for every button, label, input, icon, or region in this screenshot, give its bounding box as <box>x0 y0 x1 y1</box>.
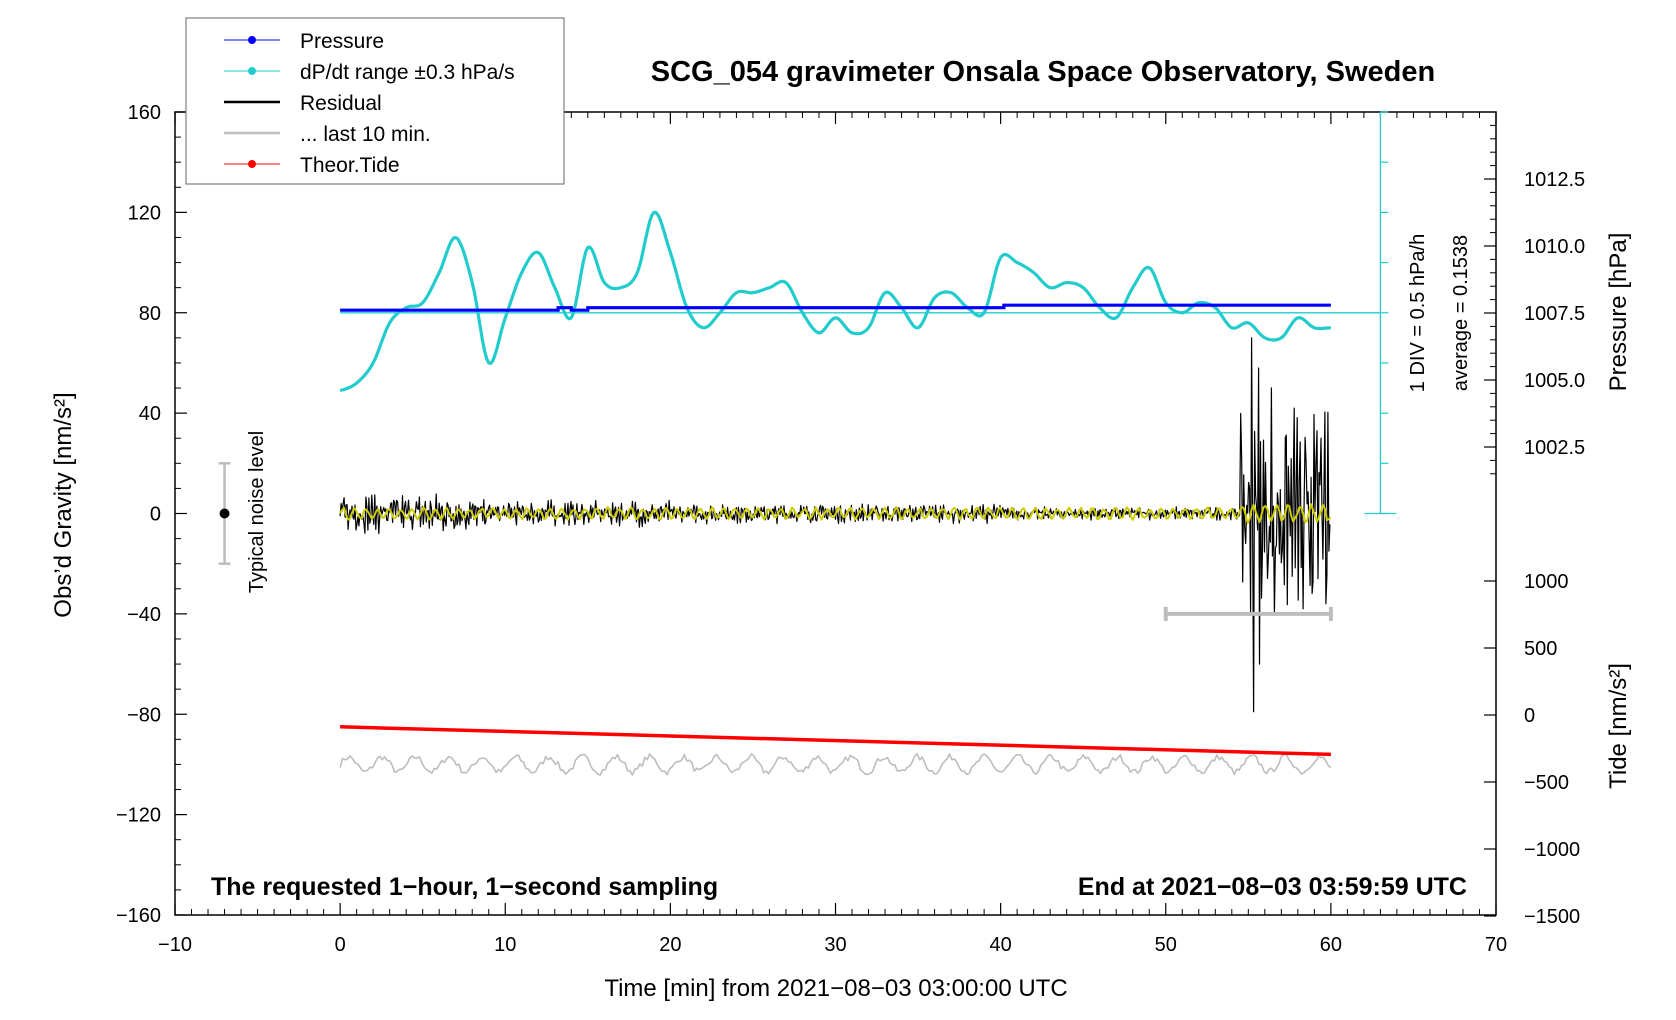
tide-tick-label: 500 <box>1524 638 1557 660</box>
legend-label-tide: Theor.Tide <box>300 154 400 177</box>
legend-item-pressure: Pressure <box>224 30 384 53</box>
y-tick-label: 120 <box>128 202 161 224</box>
pressure-tick-label: 1010.0 <box>1524 236 1585 258</box>
legend-label-last10: ... last 10 min. <box>300 123 431 146</box>
scale-label: 1 DIV = 0.5 hPa/h <box>1407 234 1429 392</box>
y-axis-label-left: Obs’d Gravity [nm/s²] <box>50 392 77 617</box>
x-tick-label: 40 <box>990 934 1012 956</box>
y-tick-label: −120 <box>116 805 161 827</box>
series-dpdt <box>339 210 1331 393</box>
tide-tick-label: −1500 <box>1524 906 1580 928</box>
x-tick-label: 50 <box>1155 934 1177 956</box>
chart-title: SCG_054 gravimeter Onsala Space Observat… <box>651 56 1435 88</box>
legend-marker-tide <box>248 160 256 168</box>
legend-label-pressure: Pressure <box>300 30 384 53</box>
average-label: average = 0.1538 <box>1450 235 1472 391</box>
annotations <box>218 111 1397 621</box>
x-tick-label: 10 <box>494 934 516 956</box>
tide-tick-label: −1000 <box>1524 839 1580 861</box>
legend-item-tide: Theor.Tide <box>224 154 400 177</box>
pressure-tick-label: 1012.5 <box>1524 169 1585 191</box>
legend-item-last10: ... last 10 min. <box>224 123 431 146</box>
x-tick-label: 30 <box>824 934 846 956</box>
legend-label-dpdt: dP/dt range ±0.3 hPa/s <box>300 61 515 84</box>
series-residual <box>339 337 1331 713</box>
footer-left: The requested 1−hour, 1−second sampling <box>211 873 718 901</box>
x-tick-label: 70 <box>1485 934 1507 956</box>
pressure-tick-label: 1007.5 <box>1524 303 1585 325</box>
legend: Pressure dP/dt range ±0.3 hPa/s Residual… <box>185 17 565 185</box>
y-tick-label: 40 <box>139 403 161 425</box>
y-tick-label: 80 <box>139 303 161 325</box>
x-axis-label: Time [min] from 2021−08−03 03:00:00 UTC <box>604 975 1067 1002</box>
y-axis-label-pressure: Pressure [hPa] <box>1605 233 1632 392</box>
series-last10 <box>339 753 1332 776</box>
y-tick-label: 0 <box>150 504 161 526</box>
series-pressure <box>340 303 1331 312</box>
tide-tick-label: 0 <box>1524 705 1535 727</box>
tide-tick-label: 1000 <box>1524 571 1569 593</box>
x-tick-label: −10 <box>158 934 192 956</box>
x-tick-label: 60 <box>1320 934 1342 956</box>
noise-label: Typical noise level <box>246 431 268 593</box>
legend-label-residual: Residual <box>300 92 382 115</box>
data-layer <box>339 210 1381 776</box>
noise-bar-dot <box>219 508 230 519</box>
y-tick-label: 160 <box>128 102 161 124</box>
series-residual-filtered <box>339 503 1332 525</box>
labels: −10 0 10 20 30 40 50 60 70 160 120 80 40 0 −40 −80 −120 −… <box>116 102 1585 956</box>
pressure-tick-label: 1005.0 <box>1524 370 1585 392</box>
y-tick-label: −40 <box>127 604 161 626</box>
legend-marker-pressure <box>248 36 256 44</box>
legend-item-residual: Residual <box>224 92 382 115</box>
legend-item-dpdt: dP/dt range ±0.3 hPa/s <box>224 61 515 84</box>
footer-right: End at 2021−08−03 03:59:59 UTC <box>1078 873 1467 901</box>
pressure-tick-label: 1002.5 <box>1524 437 1585 459</box>
y-tick-label: −160 <box>116 905 161 927</box>
y-tick-label: −80 <box>127 704 161 726</box>
x-tick-label: 0 <box>335 934 346 956</box>
legend-marker-dpdt <box>248 67 256 75</box>
series-tide <box>340 725 1331 757</box>
tide-tick-label: −500 <box>1524 772 1569 794</box>
y-axis-label-tide: Tide [nm/s²] <box>1605 663 1632 789</box>
x-tick-label: 20 <box>659 934 681 956</box>
